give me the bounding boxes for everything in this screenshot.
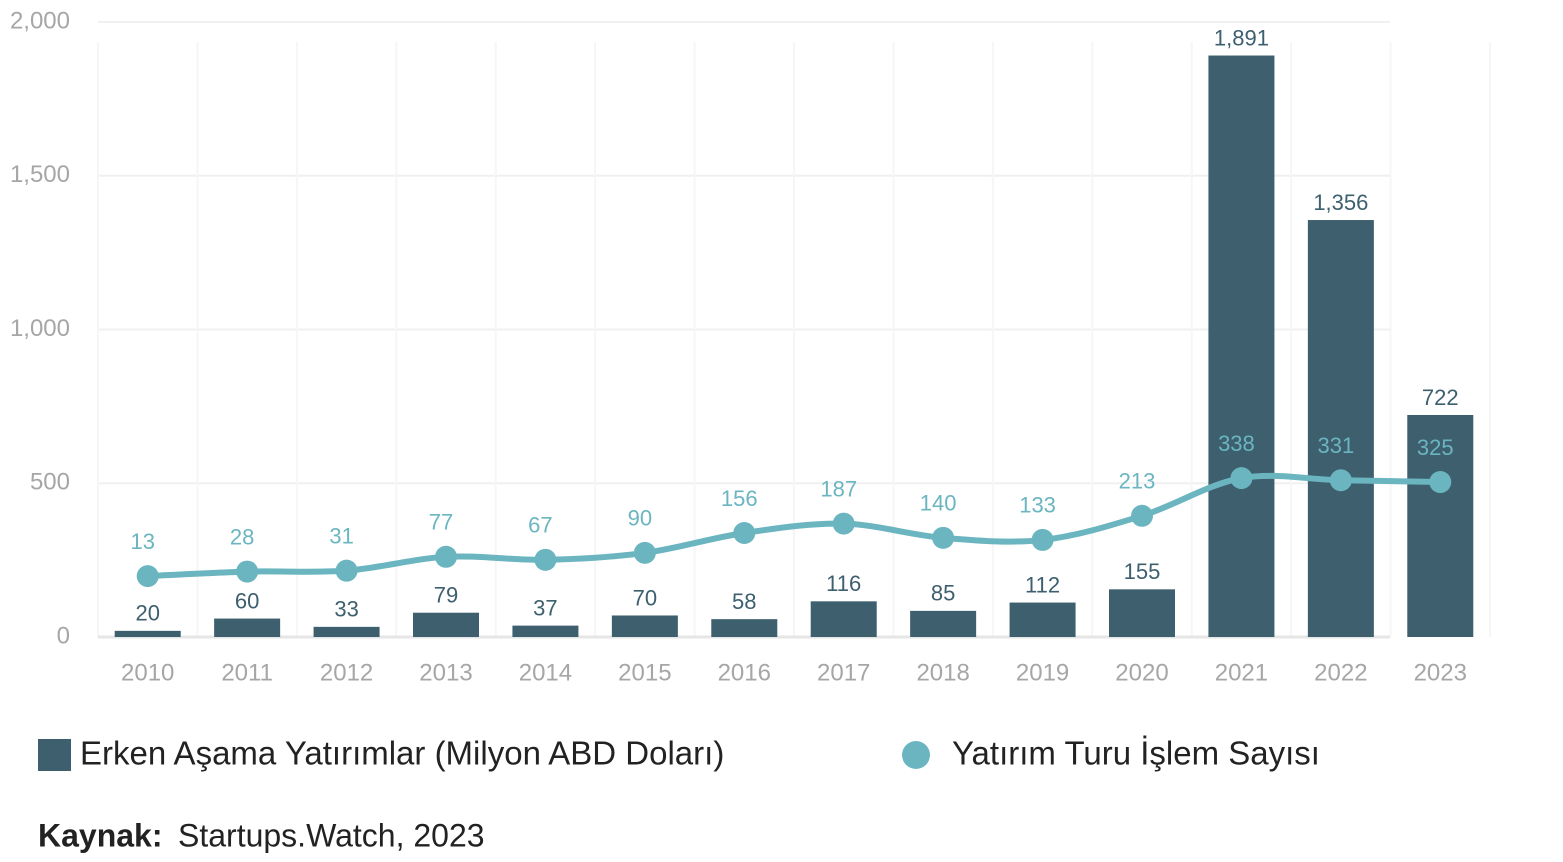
x-tick-label: 2011: [221, 659, 273, 686]
line-value-label: 67: [528, 513, 552, 538]
line-value-label: 28: [230, 524, 254, 549]
bar-value-label: 70: [633, 585, 657, 610]
bar-value-label: 85: [931, 581, 955, 606]
y-tick-label: 500: [30, 469, 70, 496]
y-tick-label: 2,000: [10, 7, 70, 34]
y-tick-label: 0: [57, 622, 70, 649]
bar-value-label: 37: [533, 595, 557, 620]
line-point: [534, 548, 557, 571]
bar: [1307, 220, 1374, 637]
bar: [1009, 602, 1076, 637]
line-value-label: 77: [429, 510, 453, 535]
y-tick-label: 1,500: [10, 161, 70, 188]
x-tick-label: 2010: [121, 659, 174, 686]
line-point: [1031, 528, 1054, 551]
x-tick-label: 2013: [419, 659, 472, 686]
bar-value-label: 20: [135, 601, 159, 626]
line-value-label: 331: [1317, 433, 1354, 458]
bar: [413, 612, 479, 637]
bar: [611, 615, 678, 637]
bar: [1109, 589, 1175, 637]
line-point: [932, 526, 955, 549]
line-value-label: 338: [1218, 431, 1255, 456]
x-tick-label: 2014: [519, 659, 572, 686]
bar: [1407, 414, 1474, 637]
source-text: Startups.Watch, 2023: [178, 817, 485, 853]
x-tick-label: 2016: [718, 659, 771, 686]
line-value-label: 13: [130, 529, 154, 554]
line-point: [1131, 504, 1153, 527]
bar-value-label: 116: [826, 571, 861, 596]
line-point: [335, 559, 358, 582]
x-tick-label: 2015: [618, 659, 671, 686]
line-point: [236, 560, 259, 583]
x-tick-label: 2017: [817, 659, 870, 686]
legend-label: Yatırım Turu İşlem Sayısı: [952, 735, 1320, 772]
bar-value-label: 33: [334, 597, 358, 622]
line-point: [633, 541, 656, 564]
x-tick-label: 2021: [1215, 659, 1268, 686]
y-tick-label: 1,000: [10, 315, 70, 342]
line-point: [733, 521, 756, 544]
line-value-label: 90: [628, 506, 652, 531]
line-value-label: 187: [820, 476, 857, 501]
bar: [313, 626, 380, 637]
bar: [910, 610, 977, 637]
bar: [114, 630, 181, 637]
legend-marker: [902, 741, 930, 769]
bar: [810, 601, 877, 637]
bar-value-label: 1,356: [1313, 190, 1368, 215]
bar-value-label: 155: [1124, 559, 1161, 584]
bar-value-label: 722: [1422, 385, 1459, 410]
x-tick-label: 2019: [1016, 659, 1069, 686]
bar-value-label: 1,891: [1214, 25, 1269, 50]
line-point: [1429, 471, 1452, 494]
bar: [214, 618, 281, 637]
line-value-label: 213: [1119, 469, 1156, 494]
line-value-label: 325: [1417, 435, 1454, 460]
x-tick-label: 2023: [1414, 659, 1467, 686]
x-tick-label: 2012: [320, 659, 373, 686]
bar-value-label: 60: [235, 588, 259, 613]
bar-value-label: 58: [732, 589, 756, 614]
bar-value-label: 112: [1025, 572, 1060, 597]
x-tick-label: 2018: [916, 659, 969, 686]
line-point: [1230, 467, 1253, 490]
line-point: [1329, 469, 1352, 492]
line-value-label: 133: [1019, 493, 1056, 518]
legend-label: Erken Aşama Yatırımlar (Milyon ABD Dolar…: [80, 735, 724, 772]
source-label: Kaynak:: [38, 817, 163, 853]
line-point: [832, 512, 855, 535]
legend-marker: [38, 739, 71, 771]
line-value-label: 156: [721, 486, 758, 511]
bar: [512, 625, 579, 637]
bar-value-label: 79: [434, 583, 458, 608]
bar: [711, 619, 778, 637]
line-point: [136, 565, 159, 588]
line-value-label: 31: [329, 523, 353, 548]
line-value-label: 140: [920, 491, 957, 516]
bar: [1208, 55, 1275, 637]
x-tick-label: 2022: [1314, 659, 1367, 686]
line-point: [435, 545, 457, 568]
x-tick-label: 2020: [1115, 659, 1168, 686]
